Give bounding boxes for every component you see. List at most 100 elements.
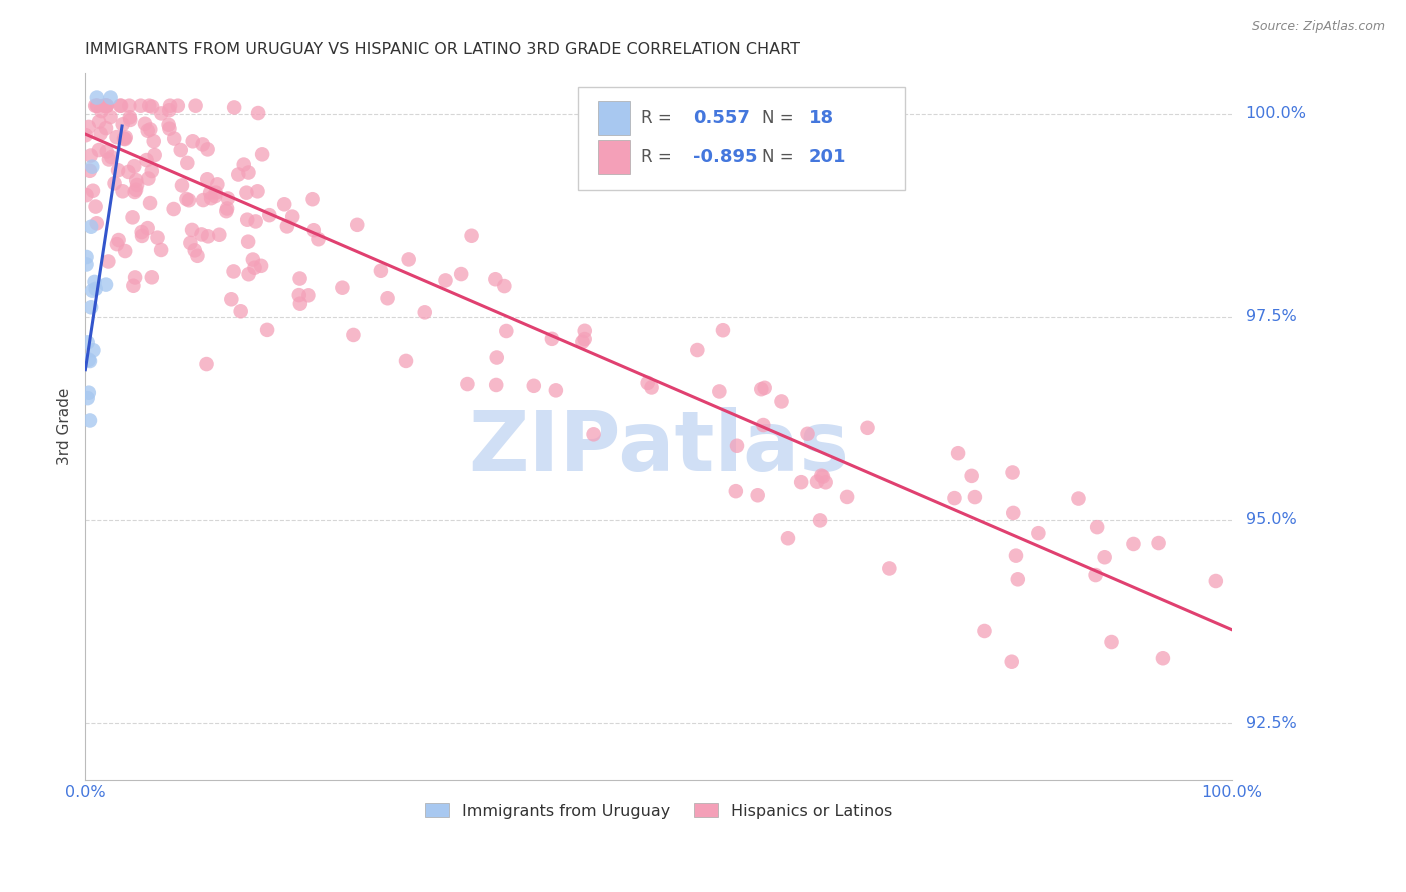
Point <box>150 106 173 120</box>
Point <box>114 244 136 258</box>
Point <box>82 184 104 198</box>
Text: 0.557: 0.557 <box>693 109 749 127</box>
Point <box>176 192 198 206</box>
Point <box>129 98 152 112</box>
Point <box>1005 549 1028 563</box>
Point <box>485 351 508 365</box>
Point <box>250 147 273 161</box>
Point <box>946 446 969 460</box>
Point <box>125 173 148 187</box>
Point <box>796 426 818 441</box>
Point <box>87 114 110 128</box>
Point <box>112 131 135 145</box>
Point <box>1101 635 1123 649</box>
Point <box>170 143 193 157</box>
Point <box>114 130 136 145</box>
Point <box>80 301 103 315</box>
Point <box>1205 574 1227 588</box>
Point <box>747 488 769 502</box>
Point <box>80 148 103 162</box>
Point <box>141 164 163 178</box>
Point <box>806 475 828 489</box>
Point <box>200 191 222 205</box>
Point <box>1094 550 1116 565</box>
Point <box>124 270 146 285</box>
Point <box>79 163 101 178</box>
Point <box>790 475 813 490</box>
Point <box>1028 526 1050 541</box>
Point <box>76 391 98 405</box>
Point <box>139 122 162 136</box>
Point <box>186 249 208 263</box>
Point <box>711 323 734 337</box>
Point <box>238 165 260 179</box>
Point <box>124 185 146 199</box>
Point <box>242 252 264 267</box>
Point <box>181 223 204 237</box>
Point <box>122 278 145 293</box>
Point <box>184 244 207 258</box>
Point <box>143 148 166 162</box>
Point <box>131 225 153 239</box>
Point <box>141 100 163 114</box>
Point <box>131 228 153 243</box>
Point <box>637 376 659 390</box>
Point <box>960 468 983 483</box>
Point <box>494 279 516 293</box>
Point <box>308 232 330 246</box>
Point <box>208 227 231 242</box>
Text: ZIPatlas: ZIPatlas <box>468 408 849 488</box>
Text: R =: R = <box>641 147 678 166</box>
Point <box>725 439 748 453</box>
Point <box>247 106 270 120</box>
Point <box>96 98 118 112</box>
Point <box>1085 520 1108 534</box>
Point <box>190 227 212 242</box>
Point <box>159 98 181 112</box>
Point <box>288 271 311 285</box>
Point <box>1147 536 1170 550</box>
Point <box>197 142 219 156</box>
Text: 92.5%: 92.5% <box>1246 715 1296 731</box>
Text: 95.0%: 95.0% <box>1246 513 1296 527</box>
Point <box>484 272 506 286</box>
Point <box>86 90 108 104</box>
Point <box>136 124 159 138</box>
Point <box>103 177 125 191</box>
Point <box>118 98 141 112</box>
Point <box>105 237 128 252</box>
Point <box>120 112 142 127</box>
Point <box>135 153 157 167</box>
Point <box>973 624 995 638</box>
Point <box>686 343 709 357</box>
Text: Source: ZipAtlas.com: Source: ZipAtlas.com <box>1251 20 1385 33</box>
Point <box>224 100 246 114</box>
Point <box>118 110 141 124</box>
Point <box>191 193 214 207</box>
Point <box>96 145 118 159</box>
Point <box>138 98 160 112</box>
Point <box>86 216 108 230</box>
Point <box>93 98 115 112</box>
Point <box>256 323 278 337</box>
Point <box>79 413 101 427</box>
Point <box>370 264 392 278</box>
Point <box>749 382 772 396</box>
Point <box>86 98 108 112</box>
Point <box>94 98 117 112</box>
Point <box>811 469 834 483</box>
Point <box>879 561 901 575</box>
Point <box>87 143 110 157</box>
Text: -0.895: -0.895 <box>693 147 758 166</box>
Point <box>544 384 567 398</box>
Point <box>770 394 793 409</box>
Point <box>159 121 181 136</box>
Point <box>82 284 104 298</box>
Point <box>170 178 193 193</box>
Point <box>776 531 799 545</box>
Point <box>198 186 221 200</box>
Point <box>810 468 832 483</box>
Point <box>259 208 281 222</box>
Point <box>139 196 162 211</box>
Point <box>114 132 136 146</box>
